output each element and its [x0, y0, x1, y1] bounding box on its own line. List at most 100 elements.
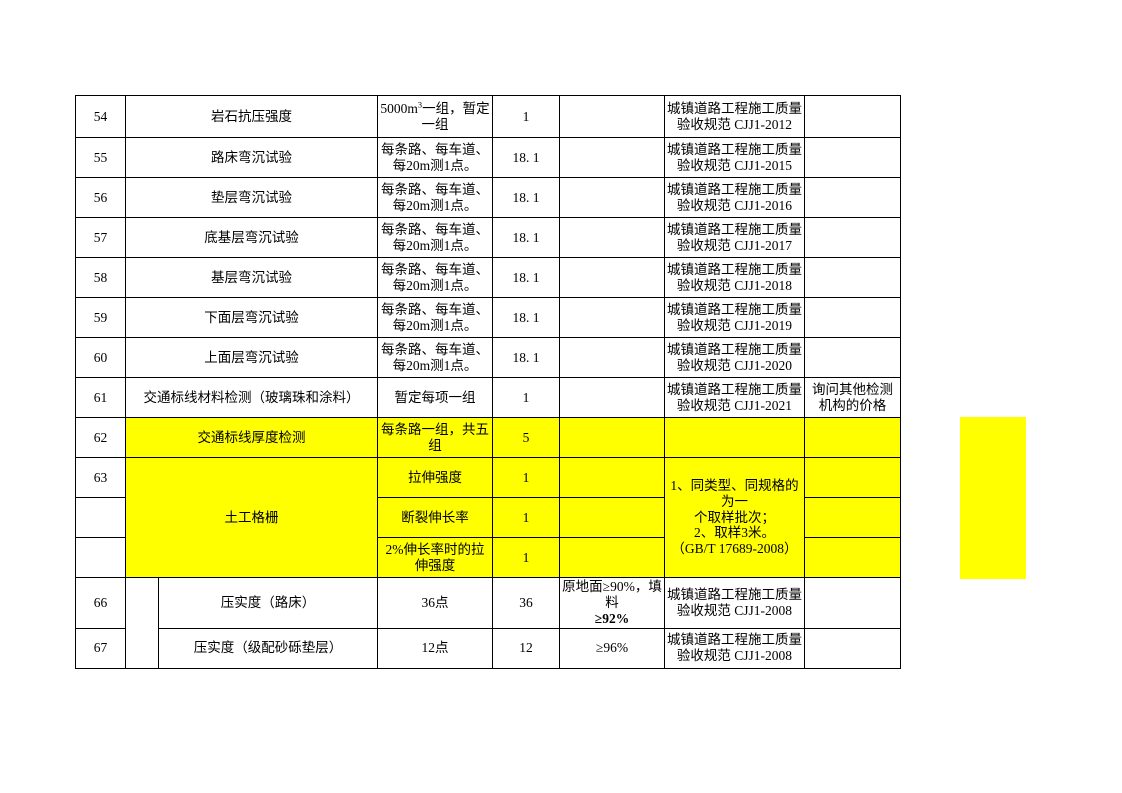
frequency-cell: 每条路、每车道、每20m测1点。: [377, 297, 493, 338]
note-cell: [804, 217, 901, 258]
requirement-cell: [559, 297, 665, 338]
row-number-cell: 57: [75, 217, 126, 258]
item-name-cell: 岩石抗压强度: [125, 95, 378, 138]
standard-cell: 城镇道路工程施工质量验收规范 CJJ1-2008: [664, 577, 805, 629]
table-row[interactable]: 54 岩石抗压强度 5000m3一组，暂定一组 1 城镇道路工程施工质量验收规范…: [75, 95, 901, 138]
row-number-cell: 54: [75, 95, 126, 138]
geogrid-property-cell: 拉伸强度: [377, 457, 493, 498]
count-cell: 36: [492, 577, 560, 629]
requirement-cell: [559, 95, 665, 138]
note-cell: [804, 627, 901, 669]
requirement-line-1: 原地面≥90%，填料: [562, 579, 662, 610]
frequency-cell: 暂定每项一组: [377, 377, 493, 418]
table-row[interactable]: 57 底基层弯沉试验 每条路、每车道、每20m测1点。 18. 1 城镇道路工程…: [75, 217, 901, 258]
item-name-cell: 交通标线厚度检测: [125, 417, 378, 458]
note-cell: [804, 497, 901, 538]
requirement-cell: [559, 337, 665, 378]
row-number-cell: 62: [75, 417, 126, 458]
requirement-cell: [559, 417, 665, 458]
table-row[interactable]: 58 基层弯沉试验 每条路、每车道、每20m测1点。 18. 1 城镇道路工程施…: [75, 257, 901, 298]
row-number-cell: 55: [75, 137, 126, 178]
geogrid-item-name-cell: 土工格栅: [125, 457, 378, 578]
note-cell: [804, 257, 901, 298]
requirement-cell: [559, 377, 665, 418]
table-row[interactable]: 60 上面层弯沉试验 每条路、每车道、每20m测1点。 18. 1 城镇道路工程…: [75, 337, 901, 378]
row-number-cell: [75, 497, 126, 538]
geogrid-note-line: （GB/T 17689-2008）: [671, 541, 798, 557]
geogrid-standard-note-cell: 1、同类型、同规格的为一 个取样批次； 2、取样3米。 （GB/T 17689-…: [664, 457, 805, 578]
table-row[interactable]: 66 压实度（路床） 36点 36 原地面≥90%，填料 ≥92% 城镇道路工程…: [75, 577, 901, 669]
requirement-cell: [559, 457, 665, 498]
frequency-cell: 12点: [377, 627, 493, 669]
count-cell: 5: [492, 417, 560, 458]
requirement-cell: ≥96%: [559, 627, 665, 669]
row-number-cell: 59: [75, 297, 126, 338]
count-cell: 18. 1: [492, 337, 560, 378]
note-cell: [804, 577, 901, 629]
item-name-cell: 压实度（路床）: [158, 577, 378, 629]
table-row-geogrid[interactable]: 断裂伸长率 1: [75, 497, 901, 538]
frequency-cell: 36点: [377, 577, 493, 629]
table-row-geogrid[interactable]: 2%伸长率时的拉伸强度 1: [75, 537, 901, 578]
item-name-cell: 交通标线材料检测（玻璃珠和涂料）: [125, 377, 378, 418]
geogrid-note-line: 1、同类型、同规格的为一: [670, 477, 799, 509]
note-cell: [804, 297, 901, 338]
count-cell: 18. 1: [492, 177, 560, 218]
standard-cell: 城镇道路工程施工质量验收规范 CJJ1-2019: [664, 297, 805, 338]
item-name-cell: 基层弯沉试验: [125, 257, 378, 298]
yellow-highlight-overflow-block: [960, 417, 1026, 579]
row-number-cell: 56: [75, 177, 126, 218]
standard-cell: 城镇道路工程施工质量验收规范 CJJ1-2020: [664, 337, 805, 378]
table-row-geogrid[interactable]: 63 土工格栅 拉伸强度 1 1、同类型、同规格的为一 个取样批次； 2、取样3…: [75, 457, 901, 578]
frequency-prefix: 5000m: [380, 100, 418, 116]
requirement-cell: [559, 257, 665, 298]
row-number-cell: 61: [75, 377, 126, 418]
row-number-cell: [75, 537, 126, 578]
frequency-cell: 每条路、每车道、每20m测1点。: [377, 337, 493, 378]
note-cell: [804, 417, 901, 458]
count-cell: 18. 1: [492, 297, 560, 338]
table-row[interactable]: 59 下面层弯沉试验 每条路、每车道、每20m测1点。 18. 1 城镇道路工程…: [75, 297, 901, 338]
standard-cell: [664, 417, 805, 458]
requirement-cell: [559, 497, 665, 538]
note-cell: [804, 337, 901, 378]
count-cell: 1: [492, 95, 560, 138]
count-cell: 1: [492, 457, 560, 498]
count-cell: 18. 1: [492, 217, 560, 258]
item-name-cell: 路床弯沉试验: [125, 137, 378, 178]
standard-cell: 城镇道路工程施工质量验收规范 CJJ1-2016: [664, 177, 805, 218]
table-row[interactable]: 61 交通标线材料检测（玻璃珠和涂料） 暂定每项一组 1 城镇道路工程施工质量验…: [75, 377, 901, 418]
standard-cell: 城镇道路工程施工质量验收规范 CJJ1-2021: [664, 377, 805, 418]
note-cell: [804, 537, 901, 578]
table-row[interactable]: 55 路床弯沉试验 每条路、每车道、每20m测1点。 18. 1 城镇道路工程施…: [75, 137, 901, 178]
frequency-cell: 每条路、每车道、每20m测1点。: [377, 177, 493, 218]
frequency-cell: 每条路一组，共五组: [377, 417, 493, 458]
row-number-cell: 67: [75, 627, 126, 669]
note-cell: [804, 137, 901, 178]
row-number-cell: 60: [75, 337, 126, 378]
standard-cell: 城镇道路工程施工质量验收规范 CJJ1-2018: [664, 257, 805, 298]
frequency-suffix: 一组，暂定一组: [421, 100, 490, 132]
geogrid-property-cell: 断裂伸长率: [377, 497, 493, 538]
count-cell: 1: [492, 377, 560, 418]
item-name-cell: 底基层弯沉试验: [125, 217, 378, 258]
item-name-cell: 下面层弯沉试验: [125, 297, 378, 338]
inspection-items-table[interactable]: 54 岩石抗压强度 5000m3一组，暂定一组 1 城镇道路工程施工质量验收规范…: [75, 95, 901, 669]
frequency-cell: 每条路、每车道、每20m测1点。: [377, 217, 493, 258]
item-name-cell: 垫层弯沉试验: [125, 177, 378, 218]
frequency-cell: 每条路、每车道、每20m测1点。: [377, 257, 493, 298]
table-row[interactable]: 56 垫层弯沉试验 每条路、每车道、每20m测1点。 18. 1 城镇道路工程施…: [75, 177, 901, 218]
table-row[interactable]: 67 压实度（级配砂砾垫层） 12点 12 ≥96% 城镇道路工程施工质量验收规…: [75, 627, 901, 669]
table-row[interactable]: 62 交通标线厚度检测 每条路一组，共五组 5: [75, 417, 901, 458]
row-number-cell: 63: [75, 457, 126, 498]
standard-cell: 城镇道路工程施工质量验收规范 CJJ1-2015: [664, 137, 805, 178]
count-cell: 1: [492, 537, 560, 578]
frequency-cell: 每条路、每车道、每20m测1点。: [377, 137, 493, 178]
geogrid-note-line: 个取样批次；: [694, 509, 775, 525]
requirement-cell: [559, 537, 665, 578]
note-cell: [804, 177, 901, 218]
count-cell: 18. 1: [492, 257, 560, 298]
row-number-cell: 58: [75, 257, 126, 298]
item-name-cell: 压实度（级配砂砾垫层）: [158, 627, 378, 669]
